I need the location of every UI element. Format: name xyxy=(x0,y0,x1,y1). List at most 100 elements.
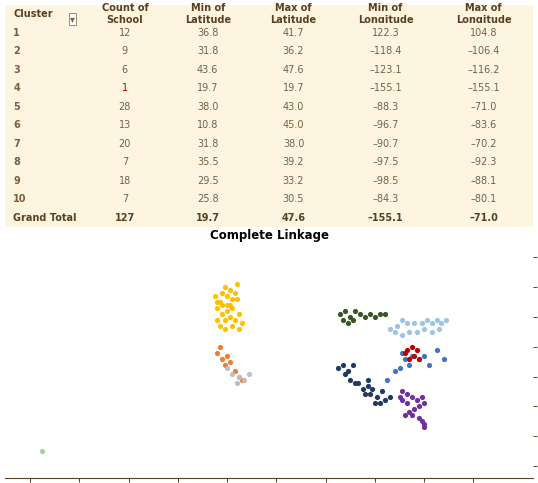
Point xyxy=(230,289,239,297)
Point xyxy=(213,304,222,312)
Point xyxy=(228,322,236,329)
Point xyxy=(38,447,47,455)
Point xyxy=(245,369,253,377)
Point xyxy=(235,373,244,381)
Point xyxy=(228,304,236,312)
Point xyxy=(417,417,426,425)
Point xyxy=(218,355,226,362)
Point xyxy=(422,316,431,324)
Point xyxy=(425,361,434,369)
Point xyxy=(376,399,384,407)
Point xyxy=(223,301,231,309)
Point xyxy=(417,319,426,327)
Point xyxy=(353,379,362,386)
Point xyxy=(351,307,359,314)
Point xyxy=(223,307,231,314)
Point xyxy=(225,313,234,321)
Point xyxy=(346,313,355,321)
Point xyxy=(235,310,244,318)
Point xyxy=(363,376,372,384)
Point xyxy=(402,346,411,354)
Point xyxy=(361,391,370,398)
Point xyxy=(402,319,411,327)
Point xyxy=(371,313,379,321)
Point xyxy=(338,316,347,324)
Point xyxy=(417,394,426,401)
Point xyxy=(240,376,249,384)
Point xyxy=(410,352,419,359)
Point xyxy=(232,379,241,386)
Point xyxy=(368,384,377,392)
Point xyxy=(380,397,389,404)
Point xyxy=(228,295,236,303)
Point xyxy=(344,319,352,327)
Point xyxy=(336,310,345,318)
Point xyxy=(366,391,374,398)
Point xyxy=(415,414,423,422)
Point xyxy=(408,394,416,401)
Point xyxy=(215,322,224,329)
Point xyxy=(435,325,443,333)
Title: Complete Linkage: Complete Linkage xyxy=(209,229,329,242)
Point xyxy=(440,355,448,362)
Point xyxy=(223,364,231,371)
Point xyxy=(225,301,234,309)
Point xyxy=(218,301,226,309)
Point xyxy=(232,280,241,288)
Point xyxy=(420,399,429,407)
Point xyxy=(410,406,419,413)
Point xyxy=(221,283,229,291)
Point xyxy=(238,319,246,327)
Point xyxy=(408,343,416,351)
Point xyxy=(230,316,239,324)
Point xyxy=(442,316,451,324)
Point xyxy=(383,376,392,384)
Point xyxy=(356,310,364,318)
Point xyxy=(415,355,423,362)
Point xyxy=(373,394,381,401)
Point xyxy=(371,399,379,407)
Point xyxy=(238,376,246,384)
Point xyxy=(344,367,352,374)
Point xyxy=(385,394,394,401)
Point xyxy=(361,313,370,321)
Point xyxy=(413,346,421,354)
Point xyxy=(402,391,411,398)
Point xyxy=(415,402,423,410)
Point xyxy=(341,307,350,314)
Point xyxy=(437,319,446,327)
Point xyxy=(408,412,416,419)
Point xyxy=(395,364,404,371)
Point xyxy=(398,388,406,396)
Point xyxy=(380,310,389,318)
Point xyxy=(349,316,357,324)
Point xyxy=(398,349,406,356)
Point xyxy=(398,331,406,339)
Point xyxy=(427,319,436,327)
Point xyxy=(223,292,231,300)
Point xyxy=(413,397,421,404)
Point xyxy=(215,343,224,351)
Point xyxy=(432,346,441,354)
Point xyxy=(351,379,359,386)
Point xyxy=(366,310,374,318)
Point xyxy=(405,361,414,369)
Point xyxy=(223,352,231,359)
Point xyxy=(413,328,421,336)
Point xyxy=(349,361,357,369)
Point xyxy=(221,361,229,369)
Point xyxy=(400,355,409,362)
Point xyxy=(408,352,416,359)
Point xyxy=(213,298,222,306)
Point xyxy=(228,369,236,377)
Point xyxy=(420,421,429,428)
Point xyxy=(235,373,244,381)
Point xyxy=(405,355,414,362)
Point xyxy=(420,325,429,333)
Point xyxy=(235,325,244,333)
Point xyxy=(334,364,342,371)
Point xyxy=(410,319,419,327)
Point xyxy=(221,325,229,333)
Point xyxy=(213,316,222,324)
Point xyxy=(400,412,409,419)
